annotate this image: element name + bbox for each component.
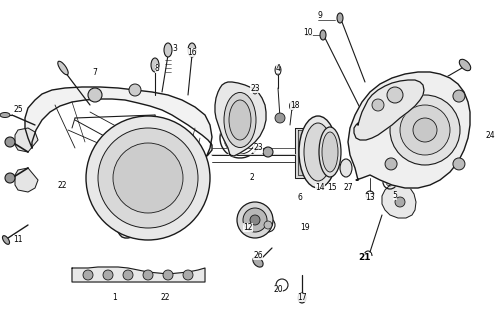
Text: 21: 21: [358, 253, 371, 262]
Ellipse shape: [228, 100, 250, 140]
Polygon shape: [25, 87, 211, 238]
Circle shape: [399, 105, 449, 155]
Circle shape: [103, 270, 113, 280]
Ellipse shape: [188, 43, 195, 57]
Text: 1: 1: [112, 293, 117, 302]
Polygon shape: [321, 132, 331, 172]
Circle shape: [394, 197, 404, 207]
Text: 20: 20: [273, 285, 282, 294]
Ellipse shape: [252, 86, 257, 94]
Circle shape: [113, 143, 183, 213]
Ellipse shape: [298, 293, 306, 303]
Ellipse shape: [0, 113, 10, 117]
Circle shape: [242, 208, 267, 232]
Polygon shape: [72, 267, 204, 282]
Circle shape: [412, 118, 436, 142]
Circle shape: [384, 90, 396, 102]
Ellipse shape: [321, 132, 337, 172]
Text: 8: 8: [154, 63, 159, 73]
Ellipse shape: [289, 102, 294, 110]
Ellipse shape: [275, 65, 281, 75]
Ellipse shape: [318, 127, 340, 177]
Circle shape: [236, 202, 273, 238]
Ellipse shape: [253, 257, 263, 267]
Text: 3: 3: [172, 44, 177, 52]
Polygon shape: [353, 80, 423, 140]
Text: 19: 19: [300, 223, 309, 233]
Ellipse shape: [339, 159, 351, 177]
Text: 9: 9: [317, 11, 322, 20]
Circle shape: [129, 84, 141, 96]
Text: 18: 18: [290, 100, 299, 109]
Ellipse shape: [58, 61, 68, 75]
Ellipse shape: [458, 59, 470, 71]
Text: 7: 7: [92, 68, 97, 76]
Text: 6: 6: [297, 194, 302, 203]
Ellipse shape: [304, 123, 331, 181]
Ellipse shape: [164, 43, 172, 57]
Polygon shape: [15, 168, 38, 192]
Circle shape: [83, 270, 93, 280]
Text: 22: 22: [57, 180, 67, 189]
Ellipse shape: [151, 58, 159, 72]
Text: 2: 2: [249, 173, 254, 182]
Text: 23: 23: [253, 143, 263, 153]
Text: 25: 25: [13, 106, 23, 115]
Circle shape: [386, 87, 402, 103]
Text: 10: 10: [303, 28, 312, 36]
Text: 14: 14: [315, 183, 324, 193]
Text: 26: 26: [253, 251, 263, 260]
Text: 17: 17: [297, 293, 306, 302]
Ellipse shape: [299, 116, 336, 188]
Circle shape: [5, 173, 15, 183]
Circle shape: [452, 90, 464, 102]
Text: 13: 13: [364, 194, 374, 203]
Polygon shape: [381, 184, 415, 218]
Polygon shape: [298, 130, 308, 175]
Ellipse shape: [3, 236, 10, 244]
Text: 4: 4: [275, 63, 280, 73]
Text: 12: 12: [243, 223, 252, 233]
Circle shape: [275, 113, 285, 123]
Ellipse shape: [319, 30, 325, 40]
Polygon shape: [317, 130, 327, 175]
Polygon shape: [295, 128, 305, 178]
Circle shape: [143, 270, 153, 280]
Text: 5: 5: [392, 190, 397, 199]
Circle shape: [452, 158, 464, 170]
Circle shape: [123, 270, 133, 280]
Circle shape: [249, 215, 260, 225]
Circle shape: [263, 147, 273, 157]
Ellipse shape: [336, 13, 342, 23]
Circle shape: [264, 221, 272, 229]
Circle shape: [183, 270, 192, 280]
Polygon shape: [15, 128, 38, 152]
Circle shape: [389, 95, 459, 165]
Circle shape: [88, 88, 102, 102]
Circle shape: [163, 270, 173, 280]
Text: 24: 24: [484, 131, 494, 140]
Text: 22: 22: [160, 293, 169, 302]
Text: 11: 11: [13, 236, 23, 244]
Text: 15: 15: [327, 183, 336, 193]
Ellipse shape: [223, 92, 256, 148]
Text: 23: 23: [249, 84, 260, 92]
Polygon shape: [347, 72, 469, 188]
Text: 16: 16: [187, 47, 196, 57]
Polygon shape: [214, 82, 266, 156]
Circle shape: [86, 116, 209, 240]
Circle shape: [384, 158, 396, 170]
Circle shape: [5, 137, 15, 147]
Circle shape: [98, 128, 197, 228]
Circle shape: [371, 99, 383, 111]
Text: 27: 27: [343, 183, 352, 193]
